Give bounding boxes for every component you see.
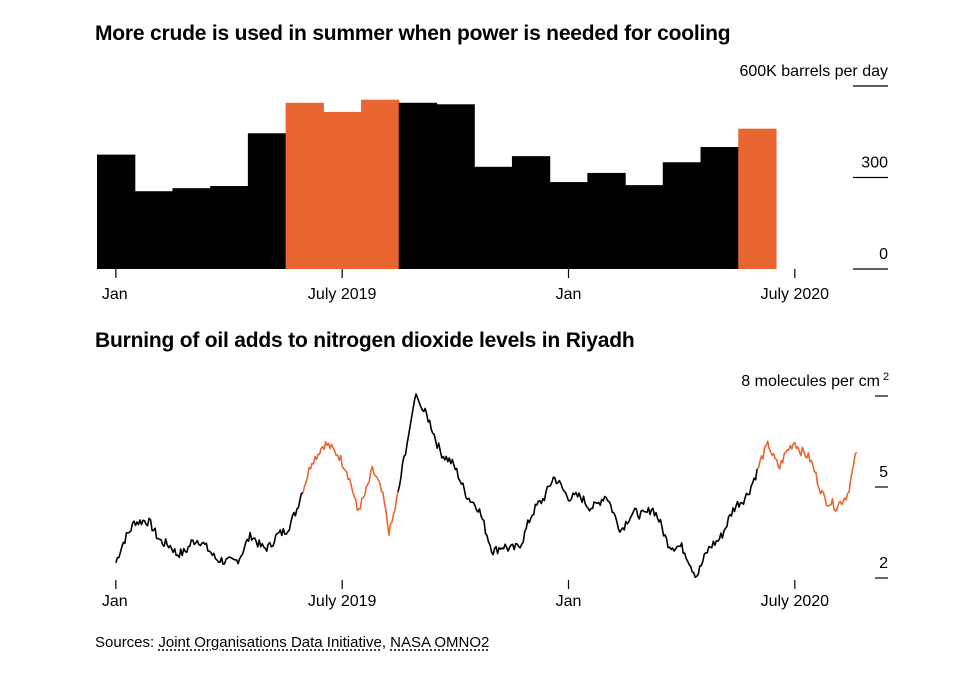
bar-2019-05 [247, 133, 287, 269]
sources-line: Sources: Joint Organisations Data Initia… [95, 634, 489, 651]
bar-y-tick-label-1: 300 [861, 155, 888, 172]
bar-2019-11 [474, 166, 513, 269]
bar-2020-05 [700, 147, 739, 269]
bar-x-tick-label-0: Jan [102, 286, 128, 303]
bar-2019-10 [436, 104, 475, 269]
bar-2019-04 [210, 186, 249, 269]
bar-2020-06 [738, 128, 777, 269]
bar-2019-03 [172, 188, 211, 269]
no2-y-tick-label-0: 8 molecules per cm [741, 373, 880, 390]
sources-prefix: Sources: [95, 634, 155, 651]
bar-2019-06 [285, 102, 324, 270]
no2-line-segment-2 [397, 393, 758, 579]
bar-2020-04 [662, 162, 702, 269]
bar-x-tick-label-2: Jan [556, 286, 582, 303]
no2-x-tick-label-1: July 2019 [308, 593, 377, 610]
no2-y-tick-label-1: 5 [879, 464, 888, 481]
bar-x-tick-label-3: July 2020 [761, 286, 830, 303]
chart-title-crude: More crude is used in summer when power … [95, 22, 731, 45]
bar-2019-02 [134, 191, 174, 269]
bar-2020-03 [625, 185, 664, 269]
bar-2019-09 [398, 102, 438, 270]
no2-line-segment-0 [115, 492, 304, 565]
no2-line-segment-1 [302, 441, 399, 536]
bar-2019-08 [361, 99, 400, 269]
no2-x-tick-label-0: Jan [102, 593, 128, 610]
bar-2020-01 [549, 182, 588, 269]
bar-y-tick-label-2: 0 [879, 246, 888, 263]
no2-y-tick-label-2: 2 [879, 555, 888, 572]
no2-x-tick-label-3: July 2020 [761, 593, 830, 610]
bar-2019-07 [323, 111, 362, 269]
bar-x-tick-label-1: July 2019 [308, 286, 377, 303]
source-link-nasa[interactable]: NASA OMNO2 [390, 634, 490, 651]
bar-2020-02 [587, 172, 626, 269]
no2-line-segment-3 [756, 440, 858, 512]
no2-x-tick-label-2: Jan [556, 593, 582, 610]
sources-separator: , [381, 634, 386, 651]
bar-y-tick-label-0: 600K barrels per day [739, 63, 888, 80]
source-link-jodi[interactable]: Joint Organisations Data Initiative [158, 634, 382, 651]
bar-2019-12 [511, 156, 551, 269]
no2-unit-superscript: 2 [883, 371, 889, 383]
bar-2019-01 [97, 154, 136, 269]
chart-title-no2: Burning of oil adds to nitrogen dioxide … [95, 329, 635, 352]
